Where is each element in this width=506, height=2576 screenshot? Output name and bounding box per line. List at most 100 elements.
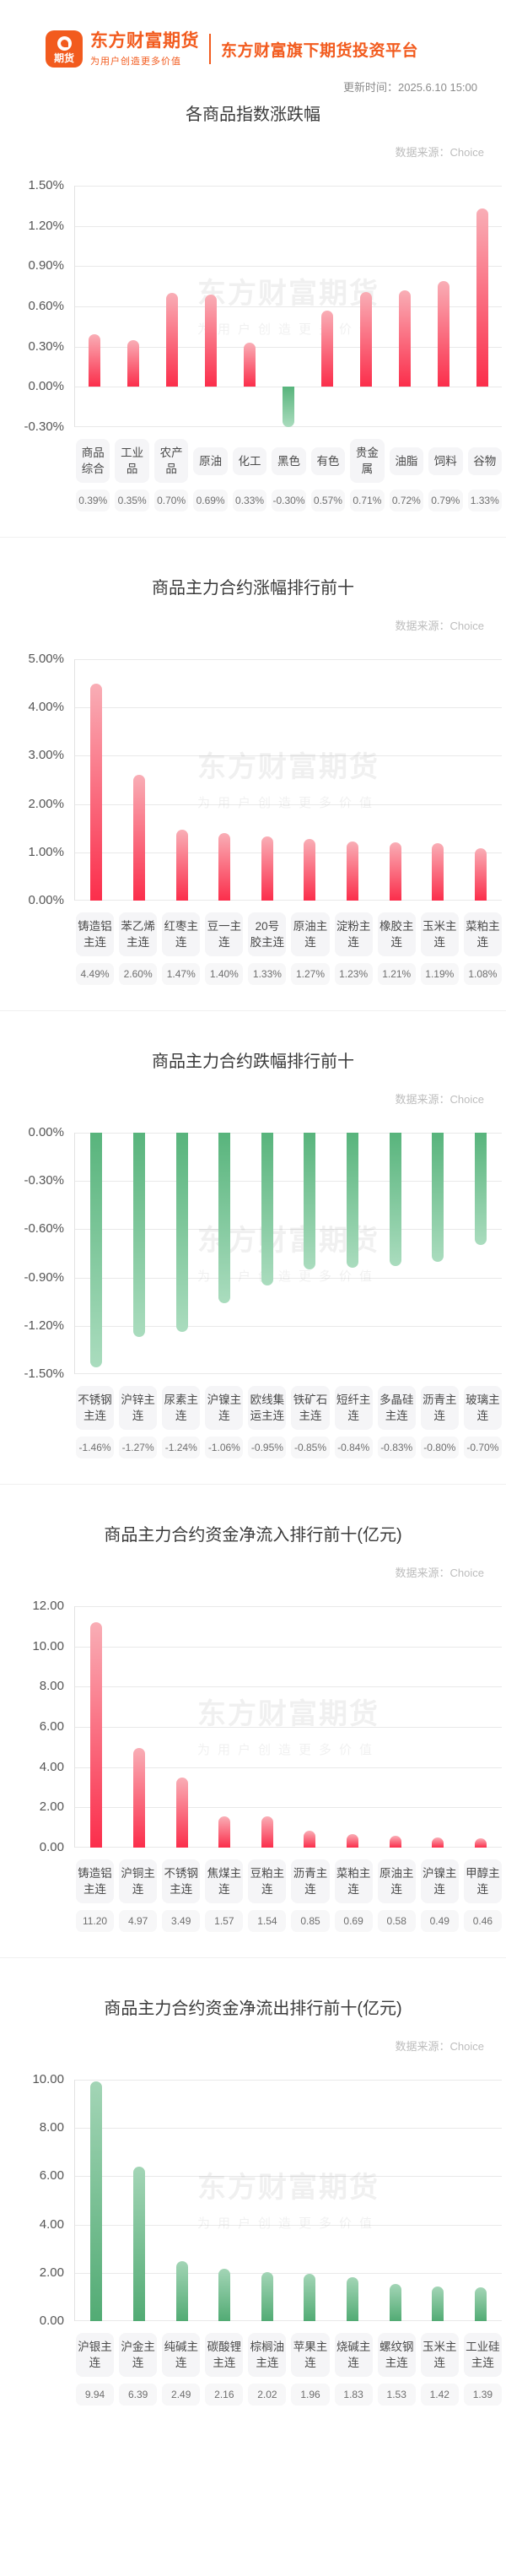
category-label: 菜粕主连 (334, 1859, 373, 1903)
category-label: 淀粉主连 (334, 912, 373, 956)
gridline (75, 306, 502, 307)
y-axis-label: 0.00 (39, 1840, 64, 1854)
value-label: 0.46 (463, 1910, 502, 1932)
category-label: 红枣主连 (162, 912, 201, 956)
value-label: 0.39% (76, 490, 110, 511)
category-label: 烧碱主连 (334, 2333, 373, 2377)
gridline (75, 852, 502, 853)
value-labels-row: 11.20 4.97 3.49 1.57 1.54 0.85 0.69 0.58 0.49 0.4… (76, 1910, 502, 1932)
category-label: 铁矿石主连 (291, 1386, 330, 1430)
bar-豆粕主连 (261, 1816, 273, 1848)
bar-红枣主连 (175, 829, 188, 901)
bar-沪锌主连 (132, 1133, 145, 1338)
value-label: 1.96 (291, 2384, 330, 2406)
category-label: 沪银主连 (76, 2333, 115, 2377)
value-label: 0.58 (377, 1910, 416, 1932)
gridline (75, 755, 502, 757)
brand-divider (209, 34, 211, 64)
y-axis-label: 8.00 (39, 2120, 64, 2135)
category-label: 豆粕主连 (248, 1859, 287, 1903)
logo-globe-icon (57, 35, 72, 51)
gridline (75, 1133, 502, 1134)
gridline (75, 659, 502, 660)
category-labels-row: 商品综合 工业品 农产品 原油 化工 黑色 有色 贵金属 油脂 饲料 谷物 (76, 439, 502, 483)
bar-不锈钢主连 (90, 1133, 103, 1368)
bar-原油主连 (304, 839, 316, 901)
value-label: -0.83% (377, 1437, 416, 1458)
category-label: 菜粕主连 (463, 912, 502, 956)
value-label: 2.02 (248, 2384, 287, 2406)
bar-玻璃主连 (474, 1133, 487, 1246)
value-label: 1.33% (248, 963, 287, 985)
plot-area: 东方财富期货 为用户创造更多价值 0.00% -0.30% -0.60% -0.90% -1… (0, 1126, 506, 1381)
value-label: 1.21% (377, 963, 416, 985)
value-label: 0.49 (420, 1910, 459, 1932)
value-labels-row: 0.39% 0.35% 0.70% 0.69% 0.33% -0.30% 0.57% 0.71… (76, 490, 502, 511)
y-axis-label: 10.00 (32, 2072, 64, 2086)
category-label: 沪铜主连 (119, 1859, 158, 1903)
y-axis-label: 0.00% (28, 893, 64, 907)
value-label: 4.97 (119, 1910, 158, 1932)
value-label: -0.30% (272, 490, 306, 511)
gridline (75, 225, 502, 227)
value-label: 11.20 (76, 1910, 115, 1932)
bar-玉米主连 (432, 842, 444, 901)
category-label: 碳酸锂主连 (205, 2333, 244, 2377)
gridline (75, 707, 502, 709)
watermark-brand-text: 东方财富期货 (197, 1697, 380, 1730)
category-label: 尿素主连 (162, 1386, 201, 1430)
plot-inner: 东方财富期货 为用户创造更多价值 (74, 1606, 502, 1848)
value-label: -0.84% (334, 1437, 373, 1458)
category-label: 原油 (193, 446, 228, 475)
bar-欧线集运主连 (261, 1133, 273, 1286)
category-label: 铸造铝主连 (76, 1859, 115, 1903)
category-label: 农产品 (153, 439, 189, 483)
bar-商品综合 (89, 334, 100, 387)
value-label: 0.71% (350, 490, 385, 511)
category-label: 原油主连 (377, 1859, 416, 1903)
bar-铸造铝主连 (90, 1622, 103, 1848)
bar-多晶硅主连 (389, 1133, 401, 1267)
value-label: 1.19% (420, 963, 459, 985)
logo-icon-text: 期货 (53, 51, 74, 64)
y-axis-label: 2.00 (39, 2265, 64, 2280)
value-label: 0.35% (115, 490, 149, 511)
category-label: 商品综合 (76, 439, 110, 483)
category-label: 焦煤主连 (205, 1859, 244, 1903)
y-axis-label: -1.20% (24, 1318, 64, 1333)
value-label: 0.57% (310, 490, 346, 511)
bar-沪镍主连 (218, 1133, 231, 1304)
bar-尿素主连 (175, 1133, 188, 1333)
chart-section-net-inflow: 商品主力合约资金净流入排行前十(亿元) 数据来源：Choice 东方财富期货 为用… (0, 1484, 506, 1957)
bar-沪铜主连 (132, 1747, 145, 1848)
value-label: -0.95% (248, 1437, 287, 1458)
y-axis-label: 2.00% (28, 796, 64, 811)
category-label: 多晶硅主连 (377, 1386, 416, 1430)
category-label: 沪金主连 (119, 2333, 158, 2377)
plot-area: 东方财富期货 为用户创造更多价值 1.50% 1.20% 0.90% 0.60% 0.30%… (0, 179, 506, 434)
gridline (75, 1686, 502, 1688)
category-labels-row: 不锈钢主连 沪锌主连 尿素主连 沪镍主连 欧线集运主连 铁矿石主连 短纤主连 多晶硅主连 沥青主… (76, 1386, 502, 1430)
gridline (75, 346, 502, 348)
value-label: 2.60% (119, 963, 158, 985)
bar-橡胶主连 (389, 842, 401, 901)
bar-化工 (244, 342, 256, 387)
category-label: 20号胶主连 (248, 912, 287, 956)
gridline (75, 1181, 502, 1182)
value-label: 1.47% (162, 963, 201, 985)
gridline (75, 2080, 502, 2081)
bar-有色 (321, 310, 333, 387)
category-label: 贵金属 (350, 439, 385, 483)
bar-菜粕主连 (346, 1833, 358, 1848)
gridline (75, 1229, 502, 1231)
category-label: 沪锌主连 (119, 1386, 158, 1430)
category-label: 短纤主连 (334, 1386, 373, 1430)
category-label: 工业硅主连 (463, 2333, 502, 2377)
value-label: -0.80% (420, 1437, 459, 1458)
chart-section-top-losers: 商品主力合约跌幅排行前十 数据来源：Choice 东方财富期货 为用户创造更多价值… (0, 1010, 506, 1484)
category-label: 铸造铝主连 (76, 912, 115, 956)
bar-铸造铝主连 (90, 684, 103, 901)
category-label: 不锈钢主连 (162, 1859, 201, 1903)
chart-section-index-changes: 各商品指数涨跌幅 数据来源：Choice 东方财富期货 为用户创造更多价值 1.50… (0, 95, 506, 537)
